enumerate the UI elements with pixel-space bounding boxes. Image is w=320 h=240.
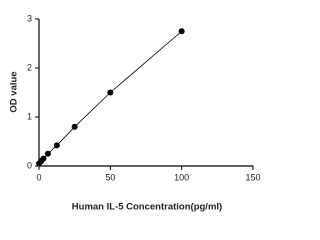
point: [178, 28, 185, 35]
y-tick-label: 0: [27, 160, 32, 170]
fit-line: [38, 30, 182, 164]
y-axis-title: OD value: [9, 71, 20, 112]
page: Human IL-5 Concentration(pg/ml) OD value…: [8, 13, 261, 213]
chart: Human IL-5 Concentration(pg/ml) OD value…: [9, 13, 261, 213]
x-tick-label: 50: [105, 172, 115, 182]
x-axis-title: Human IL-5 Concentration(pg/ml): [72, 202, 222, 213]
point: [40, 155, 47, 162]
x-tick-label: 0: [36, 172, 41, 182]
x-tick-label: 100: [174, 172, 189, 182]
point: [107, 89, 114, 96]
y-tick-label: 1: [27, 111, 32, 121]
y-tick-label: 3: [27, 13, 32, 23]
point: [71, 123, 78, 130]
y-tick-label: 2: [27, 62, 32, 72]
point: [44, 150, 51, 157]
x-tick-label: 150: [245, 172, 260, 182]
point: [53, 142, 60, 149]
